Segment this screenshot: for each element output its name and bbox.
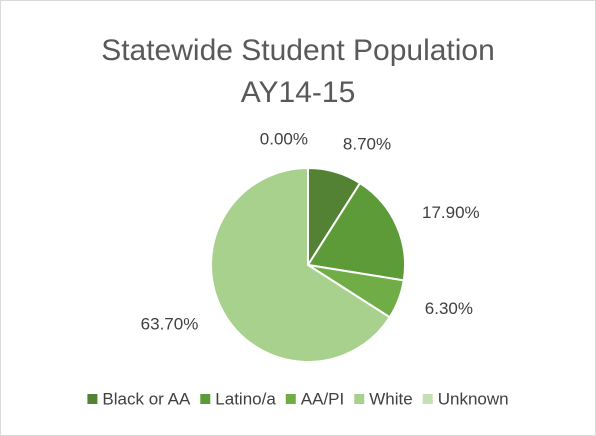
legend-label: Black or AA — [102, 389, 191, 408]
legend-swatch — [354, 394, 365, 404]
chart-title: Statewide Student Population AY14-15 — [101, 34, 495, 109]
data-label: 8.70% — [343, 134, 391, 153]
legend-label: AA/PI — [301, 389, 344, 408]
legend-swatch — [200, 394, 211, 404]
legend-swatch — [422, 394, 433, 404]
data-label: 6.30% — [425, 299, 473, 318]
data-label: 0.00% — [260, 129, 308, 148]
data-label: 63.70% — [141, 315, 199, 334]
legend-label: White — [369, 389, 412, 408]
pie-slice — [210, 166, 392, 363]
data-label: 17.90% — [422, 203, 480, 222]
legend-swatch — [285, 394, 296, 404]
legend-swatch — [87, 394, 98, 404]
legend-label: Latino/a — [215, 389, 276, 408]
pie-slice — [306, 181, 406, 282]
legend-label: Unknown — [438, 389, 509, 408]
